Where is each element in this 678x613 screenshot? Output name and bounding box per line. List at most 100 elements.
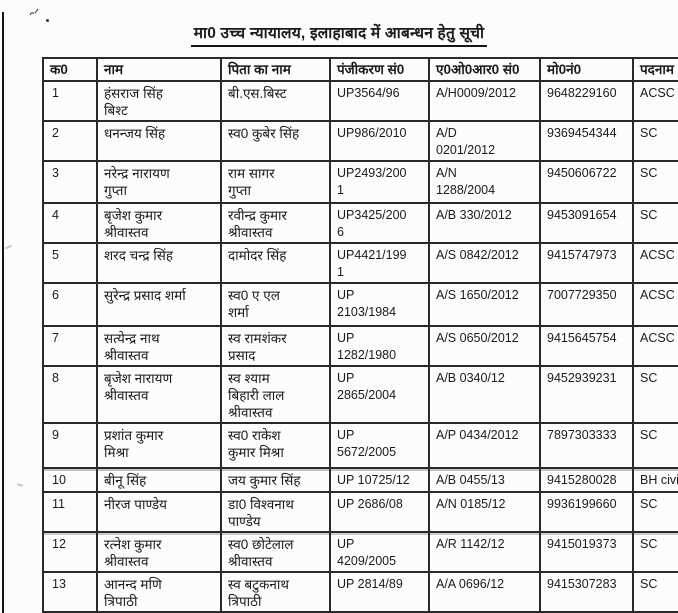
cell-name: बृजेश कुमार श्रीवास्तव bbox=[96, 202, 222, 244]
cell-father: स्व रामशंकर प्रसाद bbox=[220, 325, 331, 367]
cell-sno: 2 bbox=[42, 120, 98, 162]
cell-reg: UP 4209/2005 bbox=[329, 531, 430, 573]
attachment-list-table: क0 नाम पिता का नाम पंजीकरण सं0 ए0ओ0आर0 सं0 मो… bbox=[42, 57, 678, 613]
cell-mobile: 9453091654 bbox=[539, 202, 634, 244]
cell-desig: SC bbox=[632, 422, 678, 469]
cell-sno: 1 bbox=[42, 80, 98, 122]
cell-name: शरद चन्द्र सिंह bbox=[96, 242, 222, 284]
title-wrap: मा0 उच्च न्यायालय, इलाहाबाद में आबन्धन ह… bbox=[0, 21, 678, 47]
cell-reg: UP 5672/2005 bbox=[329, 422, 430, 469]
cell-name: रत्नेश कुमार श्रीवास्तव bbox=[96, 531, 222, 573]
cell-reg: UP 2814/89 bbox=[329, 571, 430, 613]
cell-aor: A/H0009/2012 bbox=[428, 80, 541, 122]
cell-father: जय कुमार सिंह bbox=[220, 467, 331, 493]
cell-mobile: 9936199660 bbox=[539, 491, 634, 533]
cell-father: रवीन्द्र कुमार श्रीवास्तव bbox=[220, 202, 331, 244]
cell-father: बी.एस.बिस्ट bbox=[220, 80, 331, 122]
cell-desig: SC bbox=[632, 160, 678, 204]
header-row: क0 नाम पिता का नाम पंजीकरण सं0 ए0ओ0आर0 सं0 मो… bbox=[42, 57, 678, 82]
cell-sno: 10 bbox=[42, 467, 98, 493]
cell-mobile: 7897303333 bbox=[539, 422, 634, 469]
cell-sno: 5 bbox=[42, 242, 98, 284]
cell-reg: UP3564/96 bbox=[329, 80, 430, 122]
cell-name: सुरेन्द्र प्रसाद शर्मा bbox=[96, 282, 222, 327]
cell-aor: A/N 0185/12 bbox=[428, 491, 541, 533]
table-row: 13 आनन्द मणि त्रिपाठी स्व बटुकनाथ त्रिपाठी… bbox=[42, 571, 678, 613]
cell-reg: UP 2103/1984 bbox=[329, 282, 430, 327]
cell-name: धनन्जय सिंह bbox=[96, 120, 222, 162]
table-row: 12 रत्नेश कुमार श्रीवास्तव स्व0 छोटेलाल श्… bbox=[42, 531, 678, 573]
cell-mobile: 9415307283 bbox=[539, 571, 634, 613]
cell-mobile: 9415645754 bbox=[539, 325, 634, 367]
column-header-desig: पदनाम bbox=[632, 57, 678, 82]
cell-sno: 13 bbox=[42, 571, 98, 613]
cell-desig: SC bbox=[632, 571, 678, 613]
cell-aor: A/S 1650/2012 bbox=[428, 282, 541, 327]
table-row: 9 प्रशांत कुमार मिश्रा स्व0 राकेश कुमार मि… bbox=[42, 422, 678, 469]
table-body: 1 हंसराज सिंह बिश्ट बी.एस.बिस्ट UP3564/96 A/… bbox=[42, 80, 678, 613]
page-title: मा0 उच्च न्यायालय, इलाहाबाद में आबन्धन ह… bbox=[190, 21, 488, 47]
cell-desig: BH civil bbox=[632, 467, 678, 493]
cell-reg: UP 2686/08 bbox=[329, 491, 430, 533]
cell-name: प्रशांत कुमार मिश्रा bbox=[96, 422, 222, 469]
cell-father: स्व श्याम बिहारी लाल श्रीवास्तव bbox=[220, 365, 331, 424]
table-row: 11 नीरज पाण्डेय डा0 विश्वनाथ पाण्डेय UP 268… bbox=[42, 491, 678, 533]
column-header-name: नाम bbox=[96, 57, 222, 82]
cell-reg: UP986/2010 bbox=[329, 120, 430, 162]
cell-aor: A/N 1288/2004 bbox=[428, 160, 541, 204]
cell-sno: 6 bbox=[42, 282, 98, 327]
cell-sno: 3 bbox=[42, 160, 98, 204]
table-row: 2 धनन्जय सिंह स्व0 कुबेर सिंह UP986/2010 A/D… bbox=[42, 120, 678, 162]
cell-father: स्व0 राकेश कुमार मिश्रा bbox=[220, 422, 331, 469]
pen-scribble-mark bbox=[29, 4, 40, 22]
cell-name: नीरज पाण्डेय bbox=[96, 491, 222, 533]
cell-desig: ACSC bbox=[632, 242, 678, 284]
cell-aor: A/S 0842/2012 bbox=[428, 242, 541, 284]
cell-mobile: 9452939231 bbox=[539, 365, 634, 424]
cell-reg: UP2493/200 1 bbox=[329, 160, 430, 204]
cell-aor: A/S 0650/2012 bbox=[428, 325, 541, 367]
cell-desig: SC bbox=[632, 202, 678, 244]
cell-desig: SC bbox=[632, 531, 678, 573]
cell-aor: A/B 330/2012 bbox=[428, 202, 541, 244]
cell-name: सत्येन्द्र नाथ श्रीवास्तव bbox=[96, 325, 222, 367]
cell-sno: 9 bbox=[42, 422, 98, 469]
cell-mobile: 9415747973 bbox=[539, 242, 634, 284]
table-row: 10 बीनू सिंह जय कुमार सिंह UP 10725/12 A/B 0… bbox=[42, 467, 678, 493]
cell-reg: UP 1282/1980 bbox=[329, 325, 430, 367]
table-row: 3 नरेन्द्र नारायण गुप्ता राम सागर गुप्ता UP… bbox=[42, 160, 678, 204]
cell-desig: ACSC bbox=[632, 80, 678, 122]
cell-desig: ACSC bbox=[632, 325, 678, 367]
table-head: क0 नाम पिता का नाम पंजीकरण सं0 ए0ओ0आर0 सं0 मो… bbox=[42, 57, 678, 82]
cell-reg: UP3425/200 6 bbox=[329, 202, 430, 244]
table-row: 6 सुरेन्द्र प्रसाद शर्मा स्व0 ए एल शर्मा UP… bbox=[42, 282, 678, 327]
cell-father: स्व0 ए एल शर्मा bbox=[220, 282, 331, 327]
cell-name: हंसराज सिंह बिश्ट bbox=[96, 80, 222, 122]
column-header-reg: पंजीकरण सं0 bbox=[329, 57, 430, 82]
cell-aor: A/B 0340/12 bbox=[428, 365, 541, 424]
cell-mobile: 7007729350 bbox=[539, 282, 634, 327]
cell-desig: SC bbox=[632, 120, 678, 162]
cell-sno: 4 bbox=[42, 202, 98, 244]
cell-sno: 7 bbox=[42, 325, 98, 367]
cell-father: स्व0 छोटेलाल श्रीवास्तव bbox=[220, 531, 331, 573]
column-header-aor: ए0ओ0आर0 सं0 bbox=[428, 57, 541, 82]
cell-desig: ACSC bbox=[632, 282, 678, 327]
cell-mobile: 9450606722 bbox=[539, 160, 634, 204]
table-row: 1 हंसराज सिंह बिश्ट बी.एस.बिस्ट UP3564/96 A/… bbox=[42, 80, 678, 122]
table-row: 4 बृजेश कुमार श्रीवास्तव रवीन्द्र कुमार श्… bbox=[42, 202, 678, 244]
cell-sno: 12 bbox=[42, 531, 98, 573]
cell-aor: A/D 0201/2012 bbox=[428, 120, 541, 162]
table-row: 7 सत्येन्द्र नाथ श्रीवास्तव स्व रामशंकर प्… bbox=[42, 325, 678, 367]
cell-father: डा0 विश्वनाथ पाण्डेय bbox=[220, 491, 331, 533]
cell-name: बृजेश नारायण श्रीवास्तव bbox=[96, 365, 222, 424]
column-header-father: पिता का नाम bbox=[220, 57, 331, 82]
scan-edge-line bbox=[2, 12, 4, 613]
cell-sno: 11 bbox=[42, 491, 98, 533]
cell-aor: A/A 0696/12 bbox=[428, 571, 541, 613]
cell-name: बीनू सिंह bbox=[96, 467, 222, 493]
table-row: 8 बृजेश नारायण श्रीवास्तव स्व श्याम बिहारी… bbox=[42, 365, 678, 424]
cell-aor: A/P 0434/2012 bbox=[428, 422, 541, 469]
cell-father: दामोदर सिंह bbox=[220, 242, 331, 284]
